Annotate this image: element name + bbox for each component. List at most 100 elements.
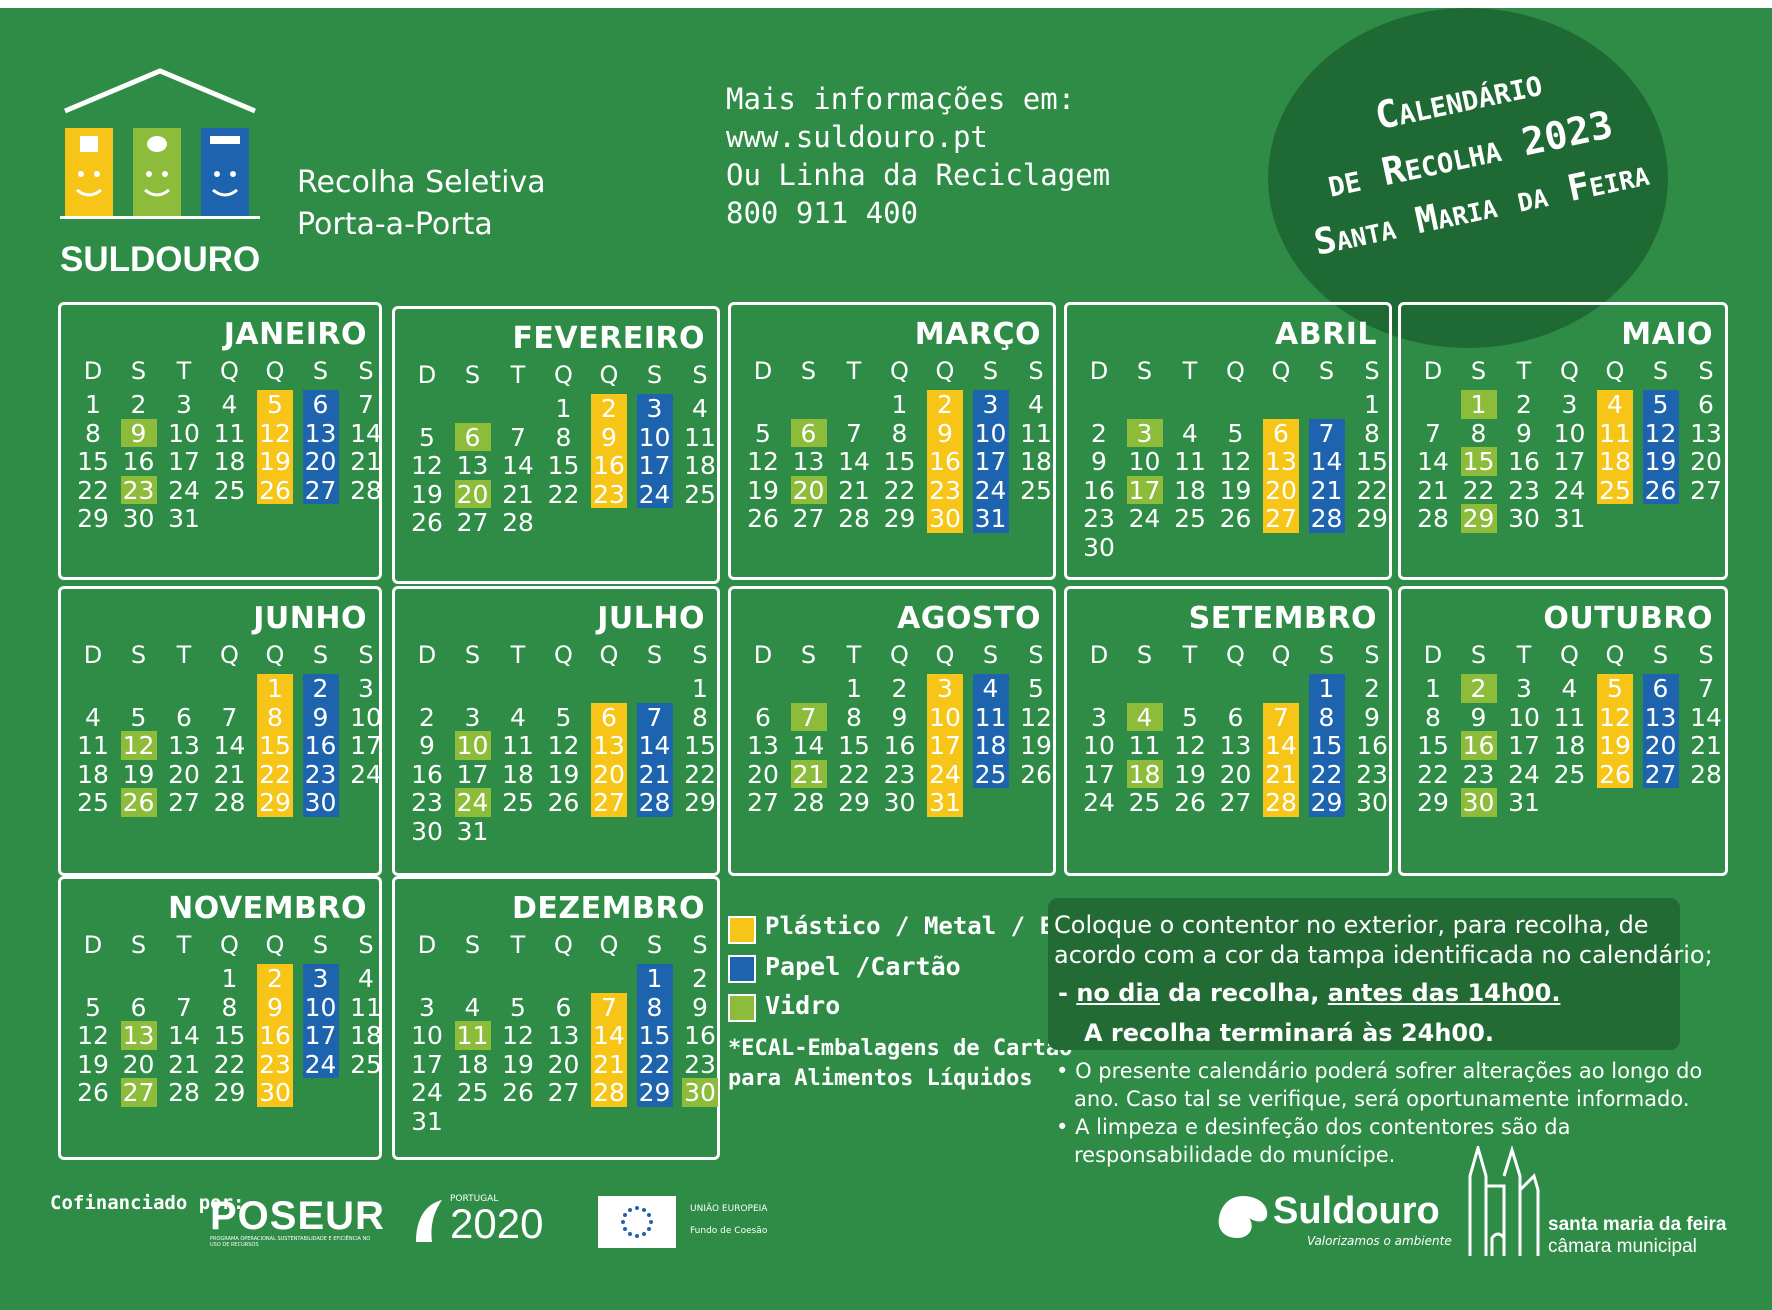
weekday-header: S [1364, 641, 1380, 669]
calendar-day: 6 [1698, 390, 1714, 419]
calendar-day: 23 [304, 759, 337, 789]
plastic-collection-day [257, 964, 293, 993]
calendar-day: 4 [982, 674, 999, 703]
calendar-day: 16 [1462, 731, 1495, 761]
calendar-day: 15 [1356, 447, 1388, 477]
paper-collection-day [1308, 418, 1345, 448]
calendar-day: 4 [692, 394, 708, 423]
plastic-collection-day [257, 475, 293, 505]
weekday-header: S [1698, 641, 1714, 669]
calendar-day: 26 [547, 788, 580, 818]
weekday-header: Q [890, 357, 909, 385]
legend-footnote: *ECAL-Embalagens de Cartão para Alimento… [728, 1034, 1072, 1094]
calendar-day: 7 [1698, 674, 1714, 703]
weekday-header: D [83, 357, 103, 385]
calendar-day: 1 [1470, 390, 1487, 419]
paper-collection-day [302, 1049, 339, 1079]
calendar-day: 10 [304, 992, 337, 1022]
calendar-day: 30 [1508, 504, 1540, 534]
calendar-day: 8 [1425, 702, 1441, 732]
plastic-collection-day [591, 394, 627, 423]
calendar-day: 31 [1508, 788, 1540, 818]
weekday-header: S [312, 357, 329, 385]
calendar-day: 16 [593, 451, 625, 481]
plastic-collection-day [927, 475, 963, 505]
calendar-day: 15 [77, 447, 109, 477]
legend-green-label: Vidro [765, 991, 841, 1020]
glass-collection-day [790, 418, 827, 448]
plastic-collection-day [257, 731, 293, 760]
weekday-header: D [1089, 357, 1109, 385]
calendar-day: 26 [1599, 759, 1631, 789]
calendar-day: 27 [1219, 788, 1252, 818]
month-dezembro: DEZEMBRO D S T Q Q S S 1 2 3 4 5 6 7 8 9 10 11 12 13 14 15 16 17… [392, 876, 720, 1160]
paper-collection-day [972, 759, 1009, 789]
website-link[interactable]: www.suldouro.pt [726, 120, 988, 154]
calendar-day: 18 [502, 759, 534, 789]
plastic-collection-day [927, 504, 963, 533]
calendar-day: 22 [259, 759, 291, 789]
paper-collection-day [1308, 788, 1345, 817]
glass-collection-day [790, 475, 827, 505]
plastic-collection-day [1263, 504, 1299, 533]
calendar-day: 25 [1128, 788, 1161, 818]
month-março: MARÇO D S T Q Q S S 1 2 3 4 5 6 7 8 9 10 11 12 13 14 15 16 17 18 1… [728, 302, 1056, 580]
calendar-day: 23 [1356, 759, 1388, 789]
weekday-header: S [464, 361, 481, 389]
weekday-header: D [417, 931, 437, 959]
calendar-day: 10 [168, 418, 200, 448]
calendar-day: 29 [684, 788, 716, 818]
paper-collection-day [1642, 674, 1679, 703]
calendar-day: 28 [792, 788, 825, 818]
calendar-day: 31 [974, 504, 1007, 534]
calendar-day: 7 [1425, 418, 1441, 448]
calendar-day: 3 [982, 390, 999, 419]
plastic-collection-day [1263, 475, 1299, 505]
calendar-day: 15 [684, 731, 716, 761]
calendar-day: 13 [792, 447, 825, 477]
calendar-day: 17 [304, 1021, 337, 1051]
calendar-day: 2 [1516, 390, 1532, 419]
paper-collection-day [302, 759, 339, 789]
plastic-collection-day [1597, 702, 1633, 732]
plastic-collection-day [1263, 731, 1299, 760]
calendar-day: 26 [1020, 759, 1052, 789]
calendar-day: 26 [1644, 475, 1677, 505]
calendar-day: 28 [638, 788, 671, 818]
plastic-collection-day [591, 731, 627, 760]
weekday-header: T [846, 641, 862, 669]
glass-collection-day [790, 702, 827, 732]
calendar-day: 22 [1310, 759, 1343, 789]
calendar-day: 7 [510, 422, 526, 452]
calendar-day: 16 [259, 1021, 291, 1051]
weekday-header: T [176, 357, 192, 385]
weekday-header: Q [1560, 641, 1579, 669]
calendar-day: 5 [1182, 702, 1198, 732]
calendar-day: 12 [1599, 702, 1631, 732]
calendar-day: 30 [1083, 533, 1115, 562]
plastic-collection-day [591, 422, 627, 452]
calendar-day: 13 [747, 731, 779, 761]
calendar-day: 16 [684, 1021, 716, 1051]
calendar-day: 28 [350, 475, 382, 505]
weekday-header: D [83, 931, 103, 959]
calendar-day: 24 [1553, 475, 1586, 505]
eu-stars-icon [621, 1206, 653, 1238]
weekday-header: T [1182, 641, 1198, 669]
month-name: FEVEREIRO [512, 321, 705, 356]
weekday-header: Q [265, 357, 285, 385]
service-title: Recolha Seletiva Porta-a-Porta [297, 162, 546, 246]
month-name: JUNHO [253, 601, 367, 636]
smf-logo: santa maria da feira câmara municipal [1464, 1142, 1726, 1262]
paper-collection-day [1642, 447, 1679, 476]
plastic-collection-day [1263, 447, 1299, 476]
calendar-day: 18 [213, 447, 246, 477]
calendar-day: 10 [411, 1021, 443, 1051]
plastic-collection-day [591, 451, 627, 480]
calendar-day: 10 [1128, 447, 1161, 477]
paper-collection-day [636, 731, 673, 760]
eu-line-1: UNIÃO EUROPEIA [690, 1204, 768, 1214]
calendar-day: 2 [130, 390, 147, 419]
notice-dash: - [1058, 979, 1068, 1007]
